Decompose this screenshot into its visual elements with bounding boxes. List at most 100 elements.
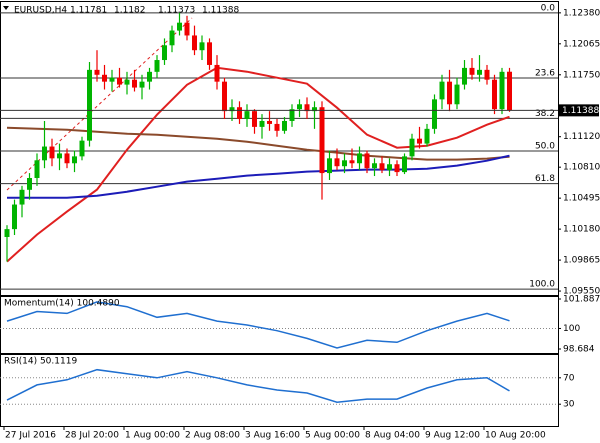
fib-label: 50.0 <box>535 141 555 151</box>
fib-label: 0.0 <box>541 3 556 13</box>
candle-body <box>109 77 115 82</box>
y-tick-label: 70 <box>563 373 575 383</box>
panel-title: Momentum(14) 100.4890 <box>4 299 120 309</box>
y-tick-label: 1.12065 <box>563 39 600 49</box>
candle-body <box>57 153 62 159</box>
x-tick-label: 10 Aug 20:00 <box>485 431 546 441</box>
candle-body <box>319 107 325 174</box>
x-tick-label: 8 Aug 04:00 <box>365 431 420 441</box>
y-tick-label: 101.8878 <box>563 295 600 305</box>
fib-label: 23.6 <box>535 69 555 79</box>
candle-body <box>169 30 175 46</box>
header-open: 1.11781 <box>70 6 107 16</box>
price-box <box>559 104 599 117</box>
candle-body <box>469 67 475 75</box>
candle-body <box>312 107 317 112</box>
indicator-line <box>6 301 510 349</box>
candle-body <box>327 158 332 174</box>
candle-body <box>102 74 107 82</box>
candle-body <box>147 71 152 82</box>
candle-body <box>364 153 370 169</box>
x-tick-label: 28 Jul 20:00 <box>65 431 119 441</box>
menu-icon <box>3 6 9 10</box>
candle-body <box>454 84 460 105</box>
candle-body <box>214 64 220 82</box>
candle-body <box>282 120 287 131</box>
candle-body <box>274 123 280 131</box>
candle-body <box>27 178 32 190</box>
candle-body <box>424 128 430 144</box>
candle-body <box>124 79 130 85</box>
candle-body <box>34 160 40 178</box>
chart-title: EURUSD,H4 <box>14 6 67 16</box>
candle-body <box>229 107 235 112</box>
candle-body <box>477 69 482 75</box>
candle-body <box>259 120 265 127</box>
candle-body <box>372 163 377 169</box>
candle-body <box>447 81 452 105</box>
candle-body <box>4 229 10 237</box>
y-tick-label: 98.684 <box>563 345 595 355</box>
x-tick-label: 9 Aug 12:00 <box>425 431 480 441</box>
y-tick-label: 1.09550 <box>563 287 600 297</box>
indicator-line <box>6 368 510 403</box>
candle-body <box>409 138 415 157</box>
candle-body <box>462 67 467 85</box>
candle-body <box>42 146 47 161</box>
candle-body <box>499 71 505 110</box>
y-tick-label: 1.10810 <box>563 163 600 173</box>
candle-body <box>342 160 347 167</box>
y-tick-label: 1.09865 <box>563 256 600 266</box>
candle-body <box>222 81 227 112</box>
candle-body <box>117 77 122 85</box>
candle-body <box>387 164 392 171</box>
fib-label: 38.2 <box>535 109 555 119</box>
indicator-line <box>6 66 510 263</box>
candle-body <box>334 158 340 167</box>
candle-body <box>379 163 385 171</box>
panel-frame <box>0 1 559 296</box>
candle-body <box>94 69 100 75</box>
panel-title: RSI(14) 50.1119 <box>4 357 77 367</box>
candle-body <box>19 189 25 205</box>
current-price: 1.11388 <box>562 106 599 116</box>
fib-label: 100.0 <box>529 280 555 290</box>
candle-body <box>507 71 512 111</box>
candle-body <box>252 111 257 127</box>
header-high: 1.1182 <box>114 6 146 16</box>
y-tick-label: 1.11120 <box>563 132 600 142</box>
candle-body <box>87 69 92 141</box>
header-close: 1.11388 <box>202 6 239 16</box>
candle-body <box>267 120 272 124</box>
candle-body <box>162 45 167 61</box>
candle-body <box>244 111 250 120</box>
y-tick-label: 1.12380 <box>563 8 600 18</box>
candle-body <box>484 69 490 80</box>
candle-body <box>12 204 17 230</box>
candle-body <box>492 79 497 110</box>
candle-body <box>79 140 85 157</box>
candle-body <box>207 42 212 65</box>
x-tick-label: 1 Aug 00:00 <box>125 431 180 441</box>
panel-frame <box>0 296 559 354</box>
candle-body <box>139 81 145 88</box>
candle-body <box>394 164 400 173</box>
candle-body <box>237 107 242 120</box>
y-tick-label: 30 <box>563 400 575 410</box>
candle-body <box>192 35 197 51</box>
panel-frame <box>0 354 559 427</box>
candle-body <box>357 153 362 164</box>
candle-body <box>184 22 190 36</box>
candle-body <box>304 104 310 112</box>
x-tick-label: 2 Aug 08:00 <box>185 431 240 441</box>
candle-body <box>64 153 70 164</box>
y-tick-label: 1.10495 <box>563 194 600 204</box>
candle-body <box>432 99 437 129</box>
y-tick-label: 1.11750 <box>563 70 600 80</box>
candle-body <box>402 156 407 173</box>
candle-body <box>349 160 355 164</box>
header-low: 1.11373 <box>158 6 195 16</box>
candle-body <box>154 60 160 72</box>
candle-body <box>297 104 302 110</box>
